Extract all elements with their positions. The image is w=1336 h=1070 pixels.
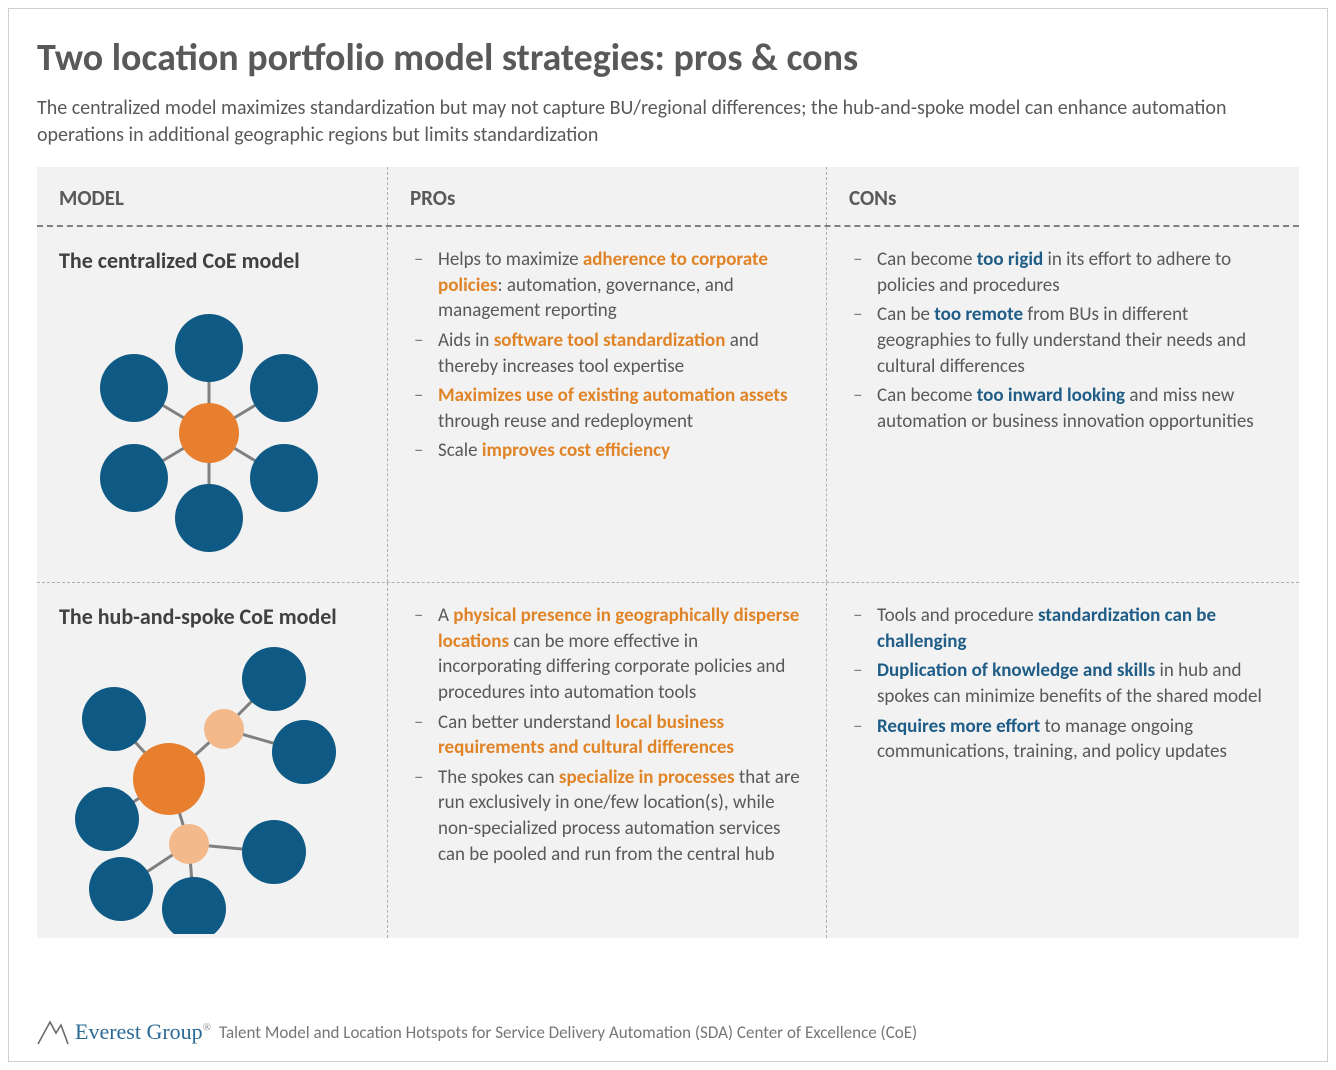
list-item: Tools and procedure standardization can … [853,603,1277,654]
header-pros: PROs [387,167,827,225]
model-name: The centralized CoE model [59,247,365,274]
mountain-icon [37,1019,69,1045]
model-diagram [59,644,359,934]
diagram-wrap [59,644,359,914]
list-item: Duplication of knowledge and skills in h… [853,658,1277,709]
list-item: Scale improves cost efficiency [414,438,804,464]
model-diagram [59,288,359,578]
cons-cell: Can become too rigid in its effort to ad… [827,227,1299,582]
model-name: The hub-and-spoke CoE model [59,603,365,630]
pros-list: A physical presence in geographically di… [410,603,804,867]
cons-cell: Tools and procedure standardization can … [827,583,1299,938]
registered-mark: ® [203,1022,211,1034]
pros-list: Helps to maximize adherence to corporate… [410,247,804,464]
comparison-table: MODEL PROs CONs The centralized CoE mode… [37,167,1299,938]
slide-title: Two location portfolio model strategies:… [37,35,1299,81]
footer-logo: Everest Group® [37,1019,211,1045]
cons-list: Can become too rigid in its effort to ad… [849,247,1277,434]
list-item: Can be too remote from BUs in different … [853,302,1277,379]
table-body: The centralized CoE model Helps to maximi… [37,227,1299,938]
table-header-row: MODEL PROs CONs [37,167,1299,227]
model-cell: The centralized CoE model [37,227,387,582]
footer: Everest Group® Talent Model and Location… [37,1019,917,1045]
slide-frame: Two location portfolio model strategies:… [8,8,1328,1062]
cons-list: Tools and procedure standardization can … [849,603,1277,765]
slide-subtitle: The centralized model maximizes standard… [37,95,1299,149]
diagram-wrap [59,288,359,558]
table-row: The centralized CoE model Helps to maximi… [37,227,1299,583]
footer-brand-text: Everest Group [75,1019,203,1044]
header-cons: CONs [827,167,1299,225]
table-row: The hub-and-spoke CoE model A physical pr… [37,583,1299,938]
list-item: Can become too rigid in its effort to ad… [853,247,1277,298]
list-item: Aids in software tool standardization an… [414,328,804,379]
list-item: A physical presence in geographically di… [414,603,804,706]
list-item: Can better understand local business req… [414,710,804,761]
pros-cell: A physical presence in geographically di… [387,583,827,938]
pros-cell: Helps to maximize adherence to corporate… [387,227,827,582]
list-item: The spokes can specialize in processes t… [414,765,804,868]
list-item: Helps to maximize adherence to corporate… [414,247,804,324]
header-model: MODEL [37,167,387,225]
list-item: Requires more effort to manage ongoing c… [853,714,1277,765]
footer-brand: Everest Group® [75,1019,211,1045]
list-item: Maximizes use of existing automation ass… [414,383,804,434]
list-item: Can become too inward looking and miss n… [853,383,1277,434]
footer-caption: Talent Model and Location Hotspots for S… [219,1022,917,1045]
model-cell: The hub-and-spoke CoE model [37,583,387,938]
